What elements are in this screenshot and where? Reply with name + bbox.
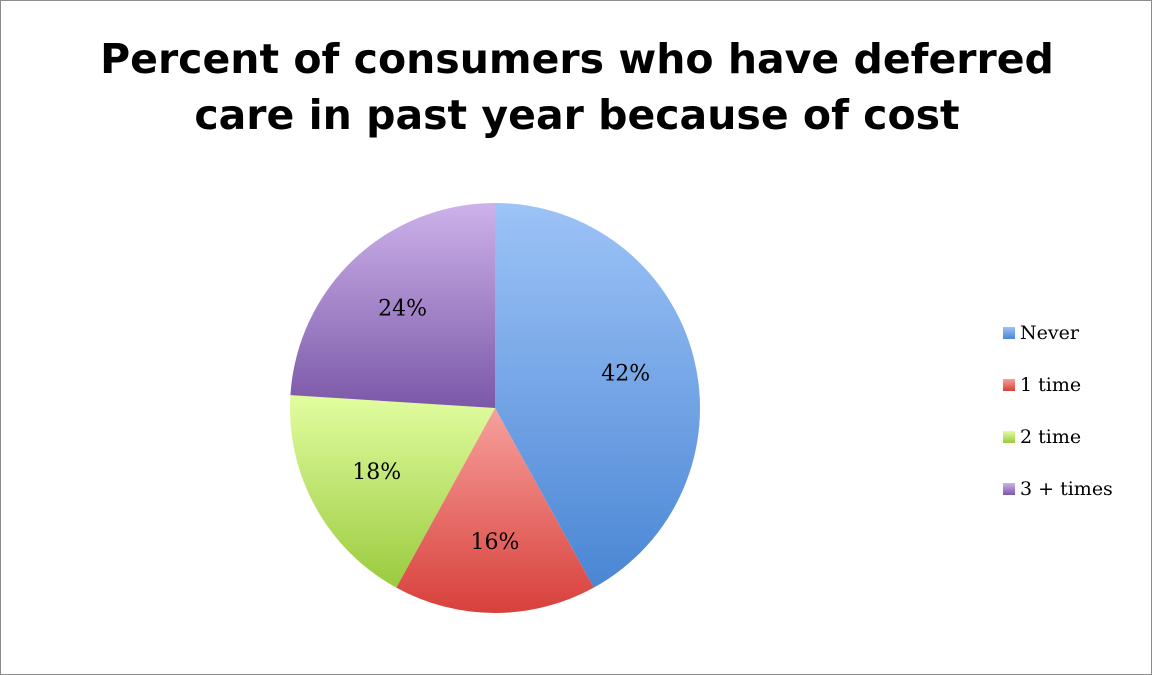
pie-data-labels: 42% 16% 18% 24% (352, 297, 650, 555)
legend-item-2-time: 2 time (1003, 426, 1113, 448)
legend-label-never: Never (1020, 322, 1079, 344)
data-label-2-time: 18% (352, 460, 401, 485)
legend-swatch-never (1003, 327, 1015, 339)
pie-slice-never (495, 203, 700, 588)
pie-slice-2-time (290, 395, 495, 588)
chart-title: Percent of consumers who have deferred c… (1, 31, 1152, 143)
chart-title-line-1: Percent of consumers who have deferred (100, 35, 1054, 83)
pie-slices (290, 203, 700, 613)
legend-label-1-time: 1 time (1020, 374, 1082, 396)
data-label-3-plus-times: 24% (378, 297, 427, 322)
data-label-1-time: 16% (471, 530, 520, 555)
legend-swatch-3-plus-times (1003, 483, 1015, 495)
legend-item-1-time: 1 time (1003, 374, 1113, 396)
pie-slice-3-plus-times (290, 203, 495, 408)
data-label-never: 42% (601, 361, 650, 386)
legend-item-never: Never (1003, 322, 1113, 344)
chart-title-line-2: care in past year because of cost (194, 91, 960, 139)
legend-item-3-plus-times: 3 + times (1003, 478, 1113, 500)
legend-label-2-time: 2 time (1020, 426, 1082, 448)
pie-slice-1-time (396, 408, 594, 613)
legend-label-3-plus-times: 3 + times (1020, 478, 1113, 500)
legend-swatch-2-time (1003, 431, 1015, 443)
legend: Never 1 time 2 time 3 + times (1003, 322, 1113, 531)
legend-swatch-1-time (1003, 379, 1015, 391)
